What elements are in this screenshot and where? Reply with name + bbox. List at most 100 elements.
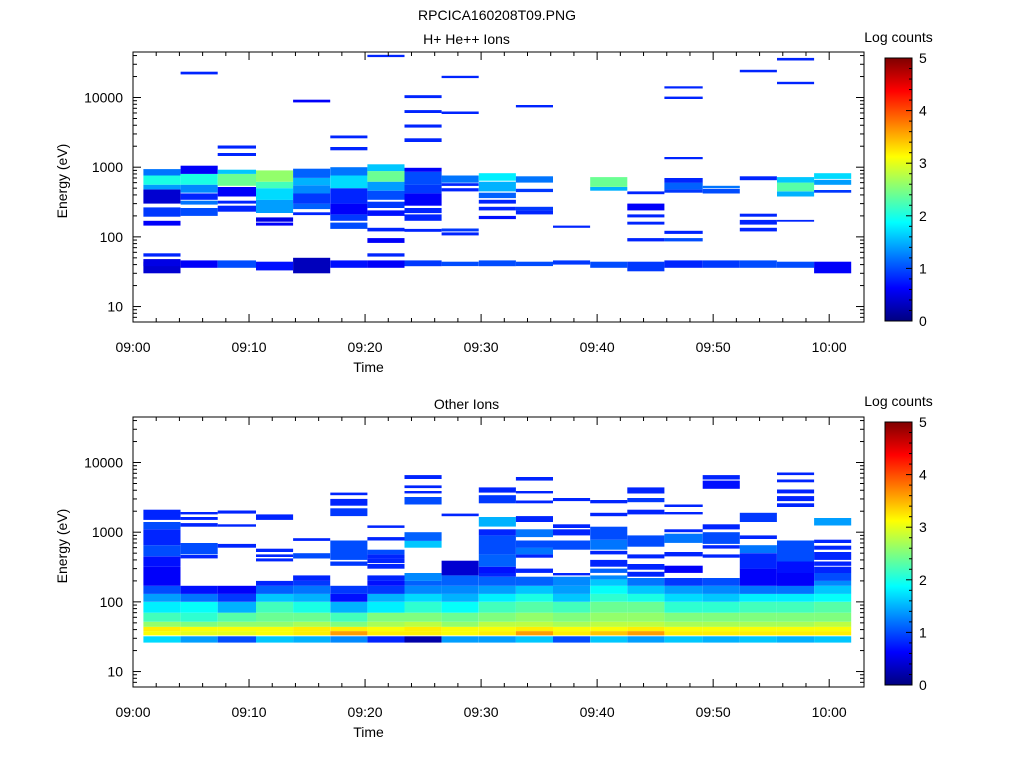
heatmap-cell [777,540,815,562]
heatmap-cell [404,491,442,494]
heatmap-cell [180,71,218,75]
heatmap-cell [739,545,777,554]
heatmap-cell [330,601,368,613]
heatmap-cell [330,626,368,632]
y-tick-label: 10000 [84,90,123,106]
heatmap-cell [553,631,591,636]
heatmap-cell [256,585,294,594]
heatmap-cell [404,585,442,594]
heatmap-cell [553,540,591,550]
heatmap-cell [627,535,665,547]
heatmap-cell [367,580,405,586]
heatmap-cell [367,54,405,58]
heatmap-cell [702,621,740,627]
heatmap-cell [515,500,553,504]
heatmap-cell [478,576,516,586]
heatmap-cell [777,479,815,483]
heatmap-cell [293,621,331,627]
heatmap-cell [627,238,665,242]
heatmap-cell [515,626,553,632]
heatmap-cell [664,601,703,613]
heatmap-cell [702,636,740,643]
heatmap-cell [664,512,703,515]
heatmap-cell [590,568,628,573]
heatmap-cell [627,221,665,225]
heatmap-cell [441,111,479,114]
heatmap-cell [256,554,294,557]
heatmap-cell [478,487,516,493]
heatmap-cell [627,626,665,632]
heatmap-cell [143,556,181,567]
heatmap-cell [330,612,368,622]
panel-h-he-ions: H+ He++ Ions 09:00 09:10 09:20 09:30 09:40 09:… [54,29,933,375]
heatmap-cell [180,173,218,185]
colorbar-tick-label: 1 [919,624,927,640]
heatmap-cell [627,564,665,570]
heatmap-cell [143,509,181,520]
heatmap-cell [217,173,256,186]
heatmap-cell [367,253,405,257]
heatmap-cell [143,522,181,530]
heatmap-cell [143,207,181,217]
x-tick-label: 10:00 [812,339,847,355]
heatmap-cell [814,573,852,581]
heatmap-cell [515,176,553,183]
heatmap-cell [441,183,479,186]
heatmap-cell [256,612,294,622]
heatmap-cell [777,612,815,622]
heatmap-cell [180,631,218,636]
heatmap-cells [143,472,852,643]
heatmap-cell [143,261,181,274]
heatmap-cell [441,621,479,627]
heatmap-cell [478,626,516,632]
heatmap-cell [441,612,479,622]
x-tick-label: 09:40 [580,339,615,355]
heatmap-cell [777,631,815,636]
heatmap-cell [293,168,331,178]
heatmap-cell [478,593,516,602]
heatmap-cell [664,533,703,543]
heatmap-cell [515,612,553,622]
heatmap-cell [515,585,553,594]
heatmap-cell [664,585,703,594]
heatmap-cell [739,626,777,632]
x-tick-label: 09:50 [696,339,731,355]
heatmap-cell [256,636,294,643]
heatmap-cell [553,636,591,643]
heatmap-cell [814,566,852,573]
heatmap-cell [143,566,181,586]
heatmap-cell [330,222,368,229]
heatmap-cell [515,636,553,643]
panel-other-ions: Other Ions 09:00 09:10 09:20 09:30 09:40 09:50… [54,393,933,740]
heatmap-cell [590,636,628,643]
heatmap-cell [777,593,815,602]
heatmap-cell [478,192,516,199]
heatmap-cell [217,585,256,594]
heatmap-cell [702,532,740,544]
heatmap-cell [664,636,703,643]
heatmap-cell [330,540,368,560]
heatmap-cell [256,626,294,632]
heatmap-cell [553,260,591,265]
heatmap-cell [293,631,331,636]
heatmap-cell [404,95,442,99]
heatmap-cell [404,636,442,643]
heatmap-cell [664,593,703,602]
heatmap-cell [330,631,368,636]
colorbar-tick-label: 3 [919,519,927,535]
x-tick-label: 09:00 [115,339,150,355]
heatmap-cell [814,593,852,602]
colorbar-tick-label: 0 [919,677,927,693]
heatmap-cell [553,225,591,228]
colorbar-gradient [884,421,913,686]
heatmap-cell [777,191,815,197]
heatmap-cell [256,593,294,602]
heatmap-cell [478,517,516,527]
plot-frame [132,416,865,688]
heatmap-cell [515,568,553,573]
heatmap-cell [553,621,591,627]
heatmap-cell [217,510,256,514]
heatmap-cell [664,621,703,627]
y-tick-label: 100 [100,229,124,245]
heatmap-cell [739,512,777,522]
